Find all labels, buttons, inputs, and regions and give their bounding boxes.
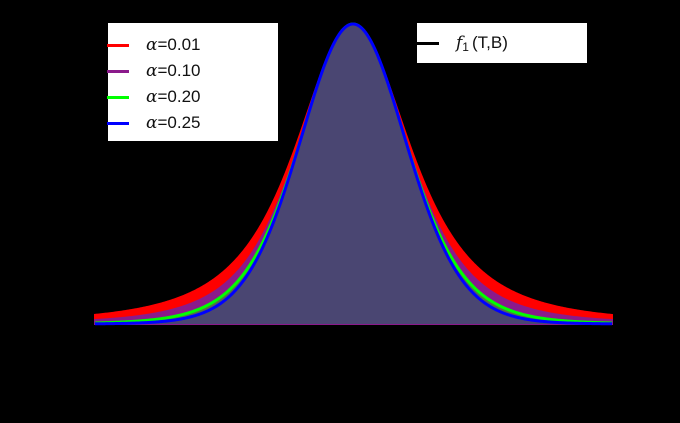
- density-curves: [94, 22, 613, 326]
- legend-label: α=0.10: [146, 61, 201, 81]
- legend-swatch-purple: [107, 69, 129, 73]
- legend-label-f1: f1 (T,B): [456, 32, 508, 54]
- legend-label: α=0.25: [146, 113, 201, 133]
- legend-swatch-green: [107, 95, 129, 99]
- legend-item-alpha-0.10: α=0.10: [107, 61, 201, 81]
- legend-label: α=0.01: [146, 35, 201, 55]
- legend-item-alpha-0.25: α=0.25: [107, 113, 201, 133]
- legend-swatch-red: [107, 43, 129, 47]
- legend-label: α=0.20: [146, 87, 201, 107]
- legend-item-alpha-0.20: α=0.20: [107, 87, 201, 107]
- legend-item-alpha-0.01: α=0.01: [107, 35, 201, 55]
- legend-item-f1: f1 (T,B): [417, 32, 508, 54]
- legend-swatch-black: [417, 41, 439, 45]
- legend-f1: f1 (T,B): [417, 23, 587, 63]
- legend-alpha: α=0.01 α=0.10 α=0.20 α=0.25: [107, 23, 278, 141]
- legend-swatch-blue: [107, 121, 129, 125]
- curve-alpha-0.25: [94, 22, 613, 326]
- area-f1: [95, 24, 612, 324]
